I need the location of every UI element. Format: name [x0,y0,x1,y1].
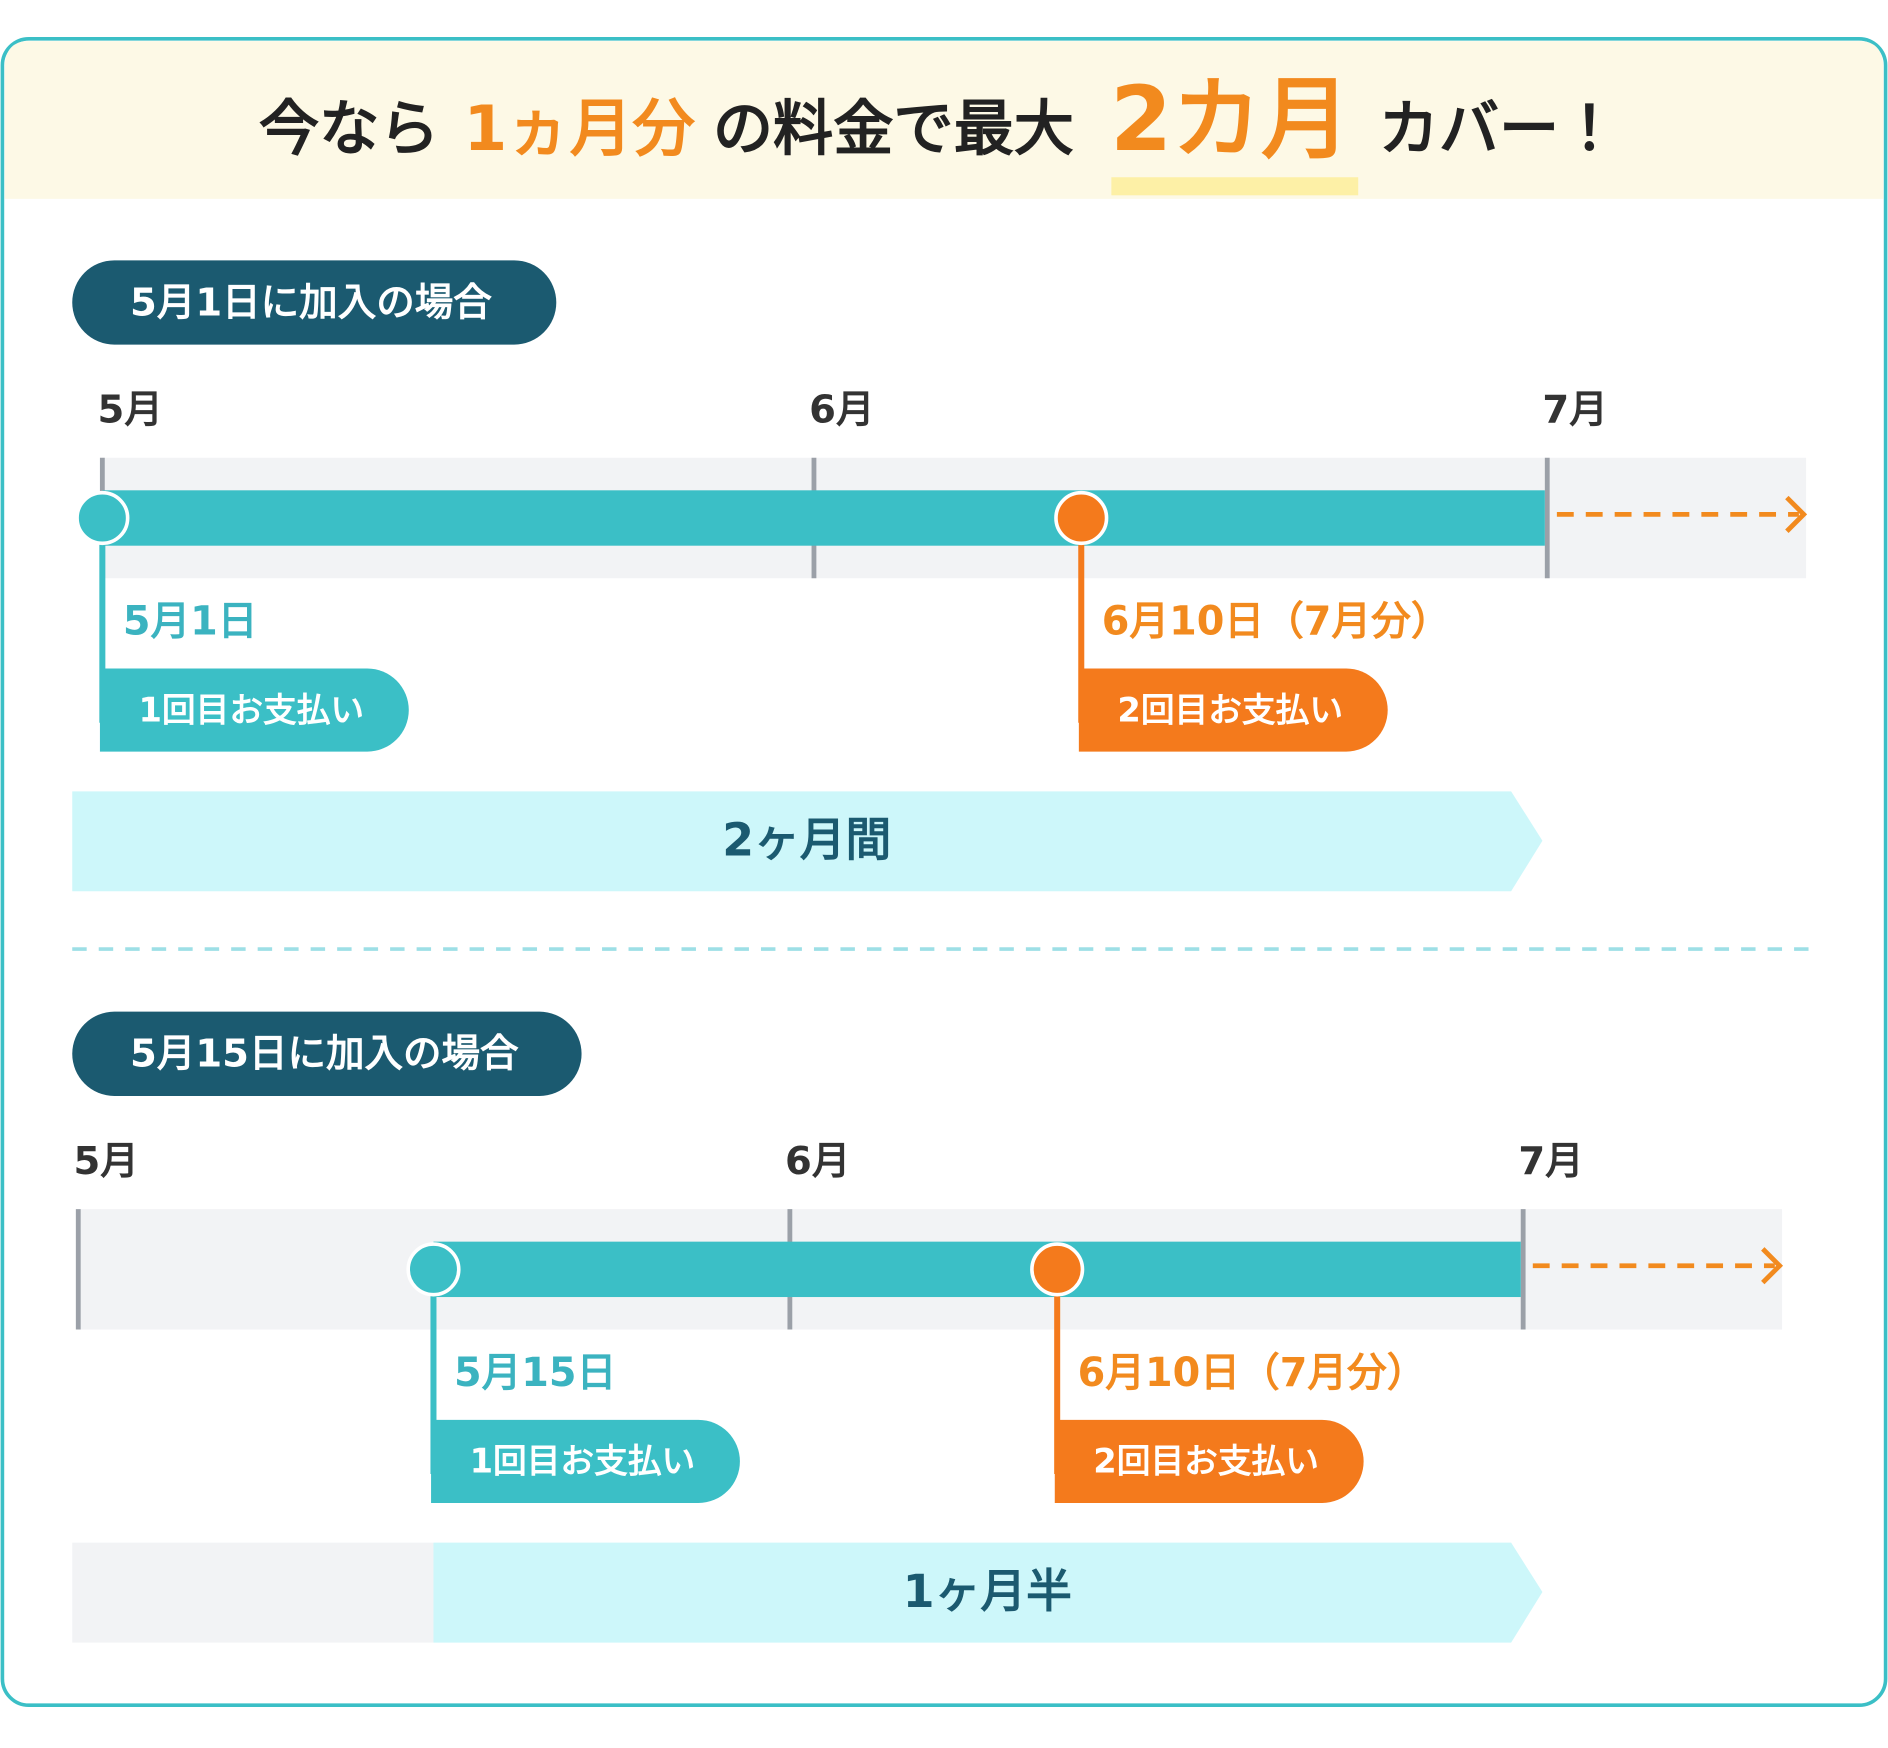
coverage-bar [102,490,1545,546]
case-badge [72,1011,582,1096]
arrow-head [1761,1247,1784,1285]
month-label: 7月 [1542,388,1607,433]
payment-pill [99,668,409,752]
duration-label: 2ヶ月間 [722,814,891,867]
title-part: 今なら [259,94,440,164]
payment-dot [1054,490,1109,546]
title-part: カバー！ [1379,94,1620,164]
highlight-underline [1111,177,1359,196]
payment-pill [1054,1419,1364,1503]
case-badge [72,260,557,345]
header-bg [4,41,1884,199]
payment-date: 6月10日（7月分） [1102,598,1451,644]
duration-arrow [72,791,1543,892]
payment-label: 1回目お支払い [470,1442,696,1481]
payment-date: 5月15日 [454,1350,616,1396]
month-label: 6月 [785,1139,850,1184]
month-label: 6月 [809,388,874,433]
title-highlight: 1ヵ月分 [464,92,696,165]
payment-label: 2回目お支払い [1093,1442,1319,1481]
title-highlight: 2カ月 [1110,68,1350,172]
payment-pill [431,1419,740,1503]
case-label: 5月15日に加入の場合 [130,1032,519,1077]
payment-pill [1078,668,1388,752]
arrow-head [1785,495,1808,533]
payment-dot [1030,1242,1085,1297]
payment-date: 5月1日 [123,598,258,644]
duration-bg [72,1542,434,1643]
payment-label: 1回目お支払い [138,690,364,729]
payment-dot [406,1242,461,1297]
duration-label: 1ヶ月半 [903,1565,1072,1618]
duration-arrow [433,1542,1543,1643]
payment-date: 6月10日（7月分） [1078,1350,1427,1396]
case-label: 5月1日に加入の場合 [130,280,492,325]
month-label: 7月 [1518,1139,1583,1184]
coverage-bar [433,1241,1521,1298]
month-label: 5月 [73,1139,138,1184]
payment-dot [75,490,130,546]
month-label: 5月 [98,388,163,433]
payment-label: 2回目お支払い [1117,690,1343,729]
title-part: の料金で最大 [713,94,1074,164]
